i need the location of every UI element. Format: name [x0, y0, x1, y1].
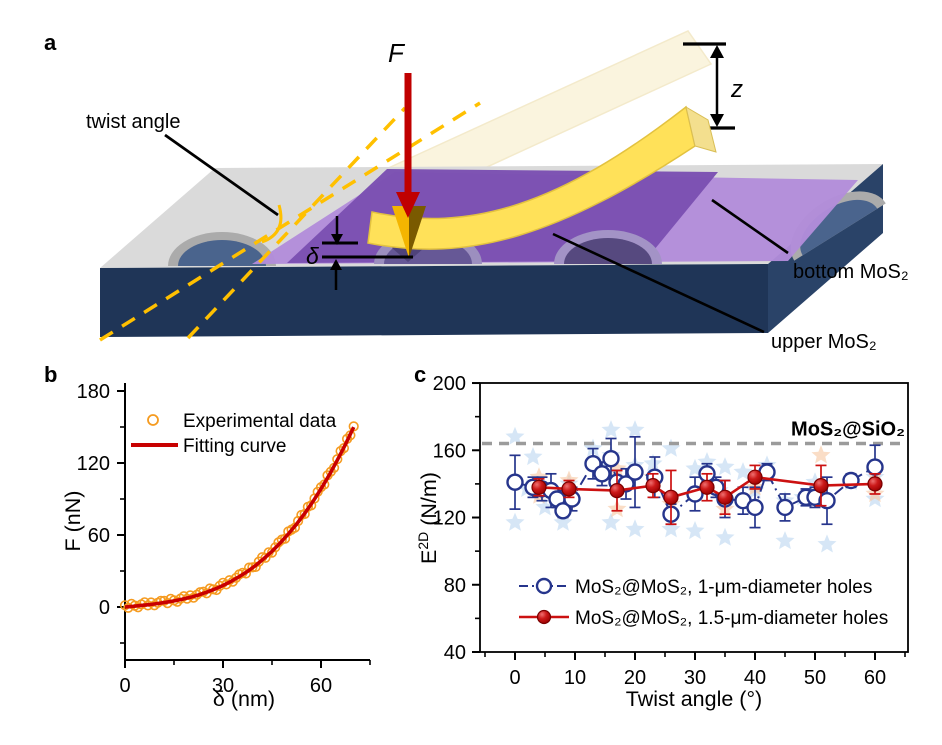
panel-a-schematic: twist angle F z δ bottom MoS₂ upper MoS₂: [86, 30, 909, 353]
hole-3: [554, 230, 662, 264]
c-legend: MoS₂@MoS₂, 1-μm-diameter holes MoS₂@MoS₂,…: [519, 577, 888, 629]
bottom-mos2-label: bottom MoS₂: [793, 261, 909, 283]
svg-text:200: 200: [433, 373, 466, 395]
svg-text:10: 10: [564, 667, 586, 689]
svg-text:30: 30: [212, 675, 234, 697]
panel-b-letter: b: [44, 362, 58, 387]
twist-angle-marks: [99, 101, 481, 342]
svg-text:30: 30: [684, 667, 706, 689]
panel-b-chart: 0 60 120 180 0 30 60 δ (nm) F (nN) Experimental d…: [61, 381, 371, 711]
svg-text:MoS₂@MoS₂, 1.5-μm-diameter hol: MoS₂@MoS₂, 1.5-μm-diameter holes: [575, 608, 888, 629]
angle-arc: [261, 204, 283, 244]
svg-text:160: 160: [433, 440, 466, 462]
mos2-sio2-label: MoS₂@SiO₂: [791, 419, 905, 441]
svg-text:60: 60: [88, 525, 110, 547]
c-x-axis-label: Twist angle (°): [626, 687, 762, 711]
upper-mos2-pointer-line: [552, 232, 765, 334]
svg-text:20: 20: [624, 667, 646, 689]
svg-text:40: 40: [444, 642, 466, 664]
bottom-mos2-pointer-line: [711, 198, 789, 255]
afm-tip: [392, 206, 426, 258]
fitting-curve-line: [124, 426, 356, 609]
b-ticks: 0 60 120 180 0 30 60: [77, 381, 371, 697]
svg-text:0: 0: [119, 675, 130, 697]
svg-text:0: 0: [509, 667, 520, 689]
z-arrowhead-up: [710, 45, 724, 58]
sheet-edge-dash-1: [99, 101, 481, 342]
svg-text:120: 120: [433, 508, 466, 530]
panel-c-chart: 40 80 120 160 200 0 10 20 30 40 50 60 Twist angle (°…: [415, 373, 909, 711]
twist-angle-label: twist angle: [86, 111, 181, 133]
svg-text:Experimental data: Experimental data: [183, 411, 337, 432]
substrate-front-face: [100, 264, 768, 337]
svg-text:MoS₂@MoS₂, 1-μm-diameter holes: MoS₂@MoS₂, 1-μm-diameter holes: [575, 577, 872, 598]
delta-marker: [322, 216, 413, 290]
force-arrow: [396, 73, 420, 218]
series-1p5um-holes: [531, 464, 883, 526]
c-y-axis-label: E2D (N/m): [415, 472, 441, 564]
z-arrowhead-down: [710, 114, 724, 127]
cantilever-end-face: [685, 105, 717, 153]
svg-text:80: 80: [444, 575, 466, 597]
upper-mos2-label: upper MoS₂: [771, 331, 877, 353]
sheet-edge-dash-2: [186, 106, 407, 340]
b-y-axis-label: F (nN): [61, 491, 85, 552]
svg-text:40: 40: [744, 667, 766, 689]
force-label: F: [388, 38, 406, 68]
c-ticks: 40 80 120 160 200 0 10 20 30 40 50 60: [433, 373, 906, 689]
svg-text:Fitting curve: Fitting curve: [183, 436, 286, 457]
svg-text:60: 60: [864, 667, 886, 689]
svg-text:60: 60: [310, 675, 332, 697]
svg-text:120: 120: [77, 453, 110, 475]
cantilever: [367, 105, 717, 250]
b-x-axis-label: δ (nm): [213, 687, 275, 711]
panel-c-letter: c: [414, 362, 427, 387]
svg-text:180: 180: [77, 381, 110, 403]
panel-a-letter: a: [44, 30, 57, 55]
hole-1: [168, 232, 276, 266]
z-label: z: [730, 76, 743, 103]
twist-angle-pointer-line: [164, 133, 279, 217]
svg-text:0: 0: [99, 597, 110, 619]
svg-text:50: 50: [804, 667, 826, 689]
b-legend: Experimental data Fitting curve: [131, 411, 337, 457]
delta-label: δ: [306, 243, 319, 269]
